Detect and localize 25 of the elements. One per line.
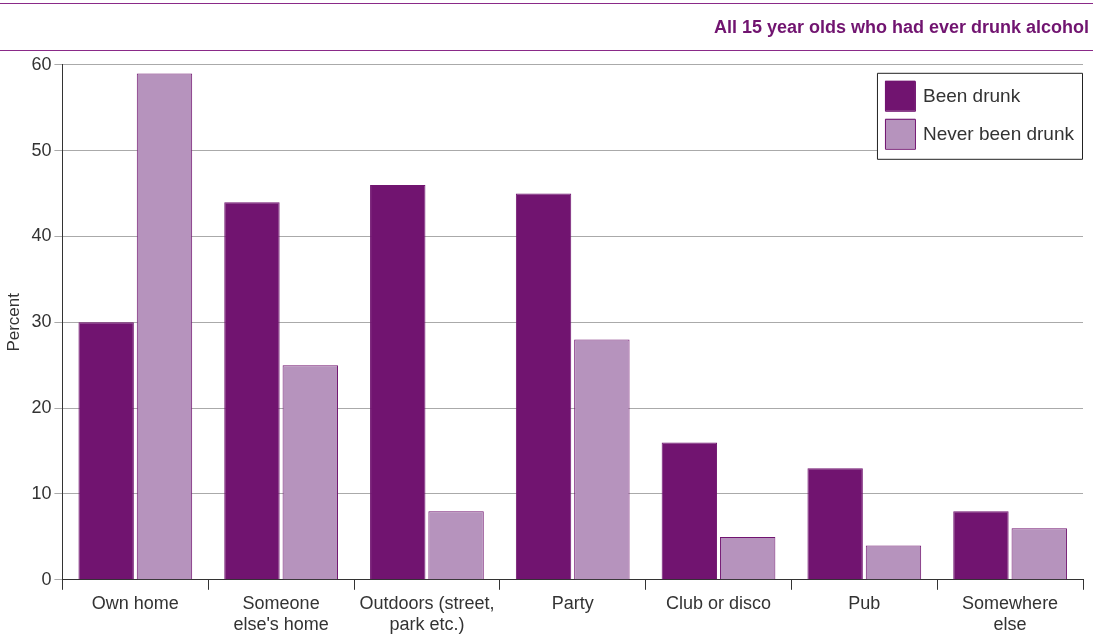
- bar: [661, 442, 718, 580]
- bar: [78, 322, 134, 580]
- bar: [224, 202, 280, 580]
- y-tick-label: 0: [41, 568, 52, 589]
- bar: [807, 468, 863, 580]
- x-tick-label: Pub: [848, 592, 881, 613]
- y-tick-label: 20: [31, 397, 52, 418]
- x-tick-label: Outdoors (street, park etc.): [359, 592, 495, 635]
- y-tick-label: 10: [31, 482, 52, 503]
- y-axis-title: Percent: [3, 292, 23, 352]
- x-tick-label: Someone else's home: [233, 592, 329, 635]
- legend-label: Been drunk: [922, 85, 1021, 107]
- bar: [370, 184, 426, 580]
- y-tick-label: 40: [31, 225, 52, 246]
- bar: [515, 193, 572, 580]
- chart-subtitle: All 15 year olds who had ever drunk alcohol: [713, 16, 1089, 38]
- x-tick-label: Own home: [91, 592, 179, 613]
- legend-label: Never been drunk: [922, 123, 1075, 145]
- x-tick-label: Party: [551, 592, 594, 613]
- y-tick-label: 30: [31, 311, 52, 332]
- x-tick-label: Club or disco: [665, 592, 772, 613]
- x-tick-label: Somewhere else: [962, 592, 1059, 635]
- y-tick-label: 50: [31, 139, 52, 160]
- y-tick-label: 60: [31, 53, 52, 74]
- bar: [953, 511, 1009, 580]
